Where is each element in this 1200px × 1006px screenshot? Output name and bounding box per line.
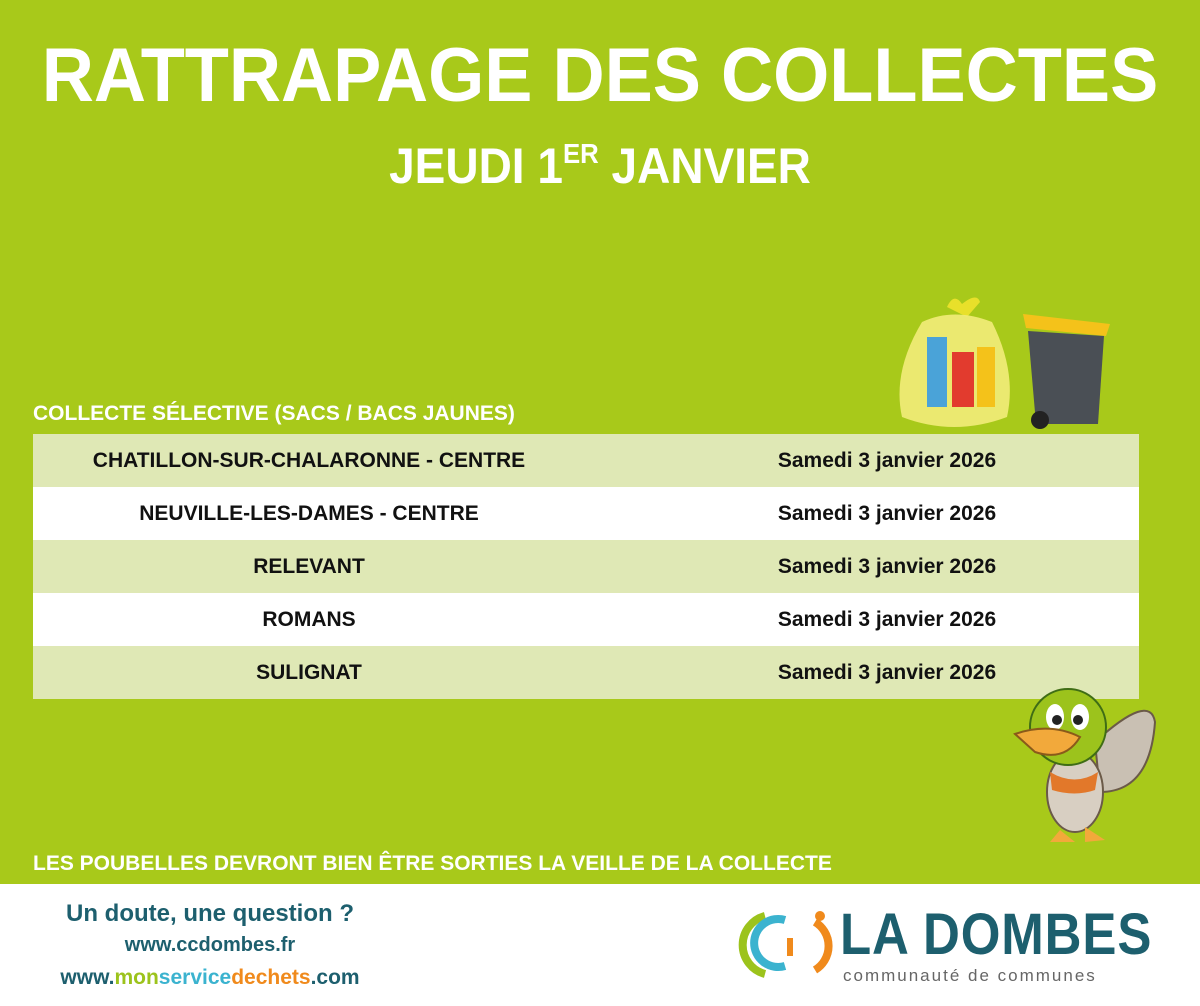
subtitle-sup: ER: [562, 138, 599, 169]
subtitle-main: JEUDI 1: [389, 138, 563, 194]
link-part: www.: [60, 966, 115, 989]
link-part: .com: [310, 966, 360, 989]
logo-name: LA DOMBES: [840, 902, 1153, 967]
link-part: service: [158, 966, 232, 989]
commune-cell: NEUVILLE-LES-DAMES - CENTRE: [139, 501, 479, 525]
yellow-bin-icon: [1023, 314, 1110, 429]
table-row: CHATILLON-SUR-CHALARONNE - CENTRE Samedi …: [33, 434, 1139, 487]
website-link-ccdombes[interactable]: www.ccdombes.fr: [124, 934, 296, 956]
date-cell: Samedi 3 janvier 2026: [777, 660, 997, 684]
collection-table: CHATILLON-SUR-CHALARONNE - CENTRE Samedi …: [33, 434, 1139, 699]
website-link-monservicedechets[interactable]: www.monservicedechets.com: [0, 966, 420, 990]
table-row: RELEVANT Samedi 3 janvier 2026: [33, 540, 1139, 593]
link-part: dechets: [231, 966, 311, 989]
logo-subtitle: communauté de communes: [843, 966, 1097, 985]
table-row: ROMANS Samedi 3 janvier 2026: [33, 593, 1139, 646]
section-label: COLLECTE SÉLECTIVE (SACS / BACS JAUNES): [33, 402, 515, 425]
commune-cell: RELEVANT: [253, 554, 365, 578]
date-cell: Samedi 3 janvier 2026: [777, 607, 997, 631]
duck-mascot-icon: [1013, 688, 1157, 842]
date-cell: Samedi 3 janvier 2026: [777, 554, 997, 578]
table-row: SULIGNAT Samedi 3 janvier 2026: [33, 646, 1139, 699]
subtitle-end: JANVIER: [598, 138, 811, 194]
link-part: mon: [114, 966, 159, 989]
footer: Un doute, une question ? www.ccdombes.fr…: [0, 884, 1200, 1006]
la-dombes-logo-icon: [738, 911, 833, 978]
commune-cell: ROMANS: [262, 607, 356, 631]
date-cell: Samedi 3 janvier 2026: [777, 501, 997, 525]
yellow-bag-icon: [899, 297, 1010, 427]
reminder-note: LES POUBELLES DEVRONT BIEN ÊTRE SORTIES …: [33, 852, 832, 875]
commune-cell: SULIGNAT: [256, 660, 362, 684]
date-cell: Samedi 3 janvier 2026: [777, 448, 997, 472]
page-title: RATTRAPAGE DES COLLECTES: [41, 33, 1159, 118]
page-subtitle: JEUDI 1ER JANVIER: [389, 138, 811, 194]
question-text: Un doute, une question ?: [66, 900, 354, 927]
table-row: NEUVILLE-LES-DAMES - CENTRE Samedi 3 janv…: [33, 487, 1139, 540]
commune-cell: CHATILLON-SUR-CHALARONNE - CENTRE: [92, 448, 526, 472]
